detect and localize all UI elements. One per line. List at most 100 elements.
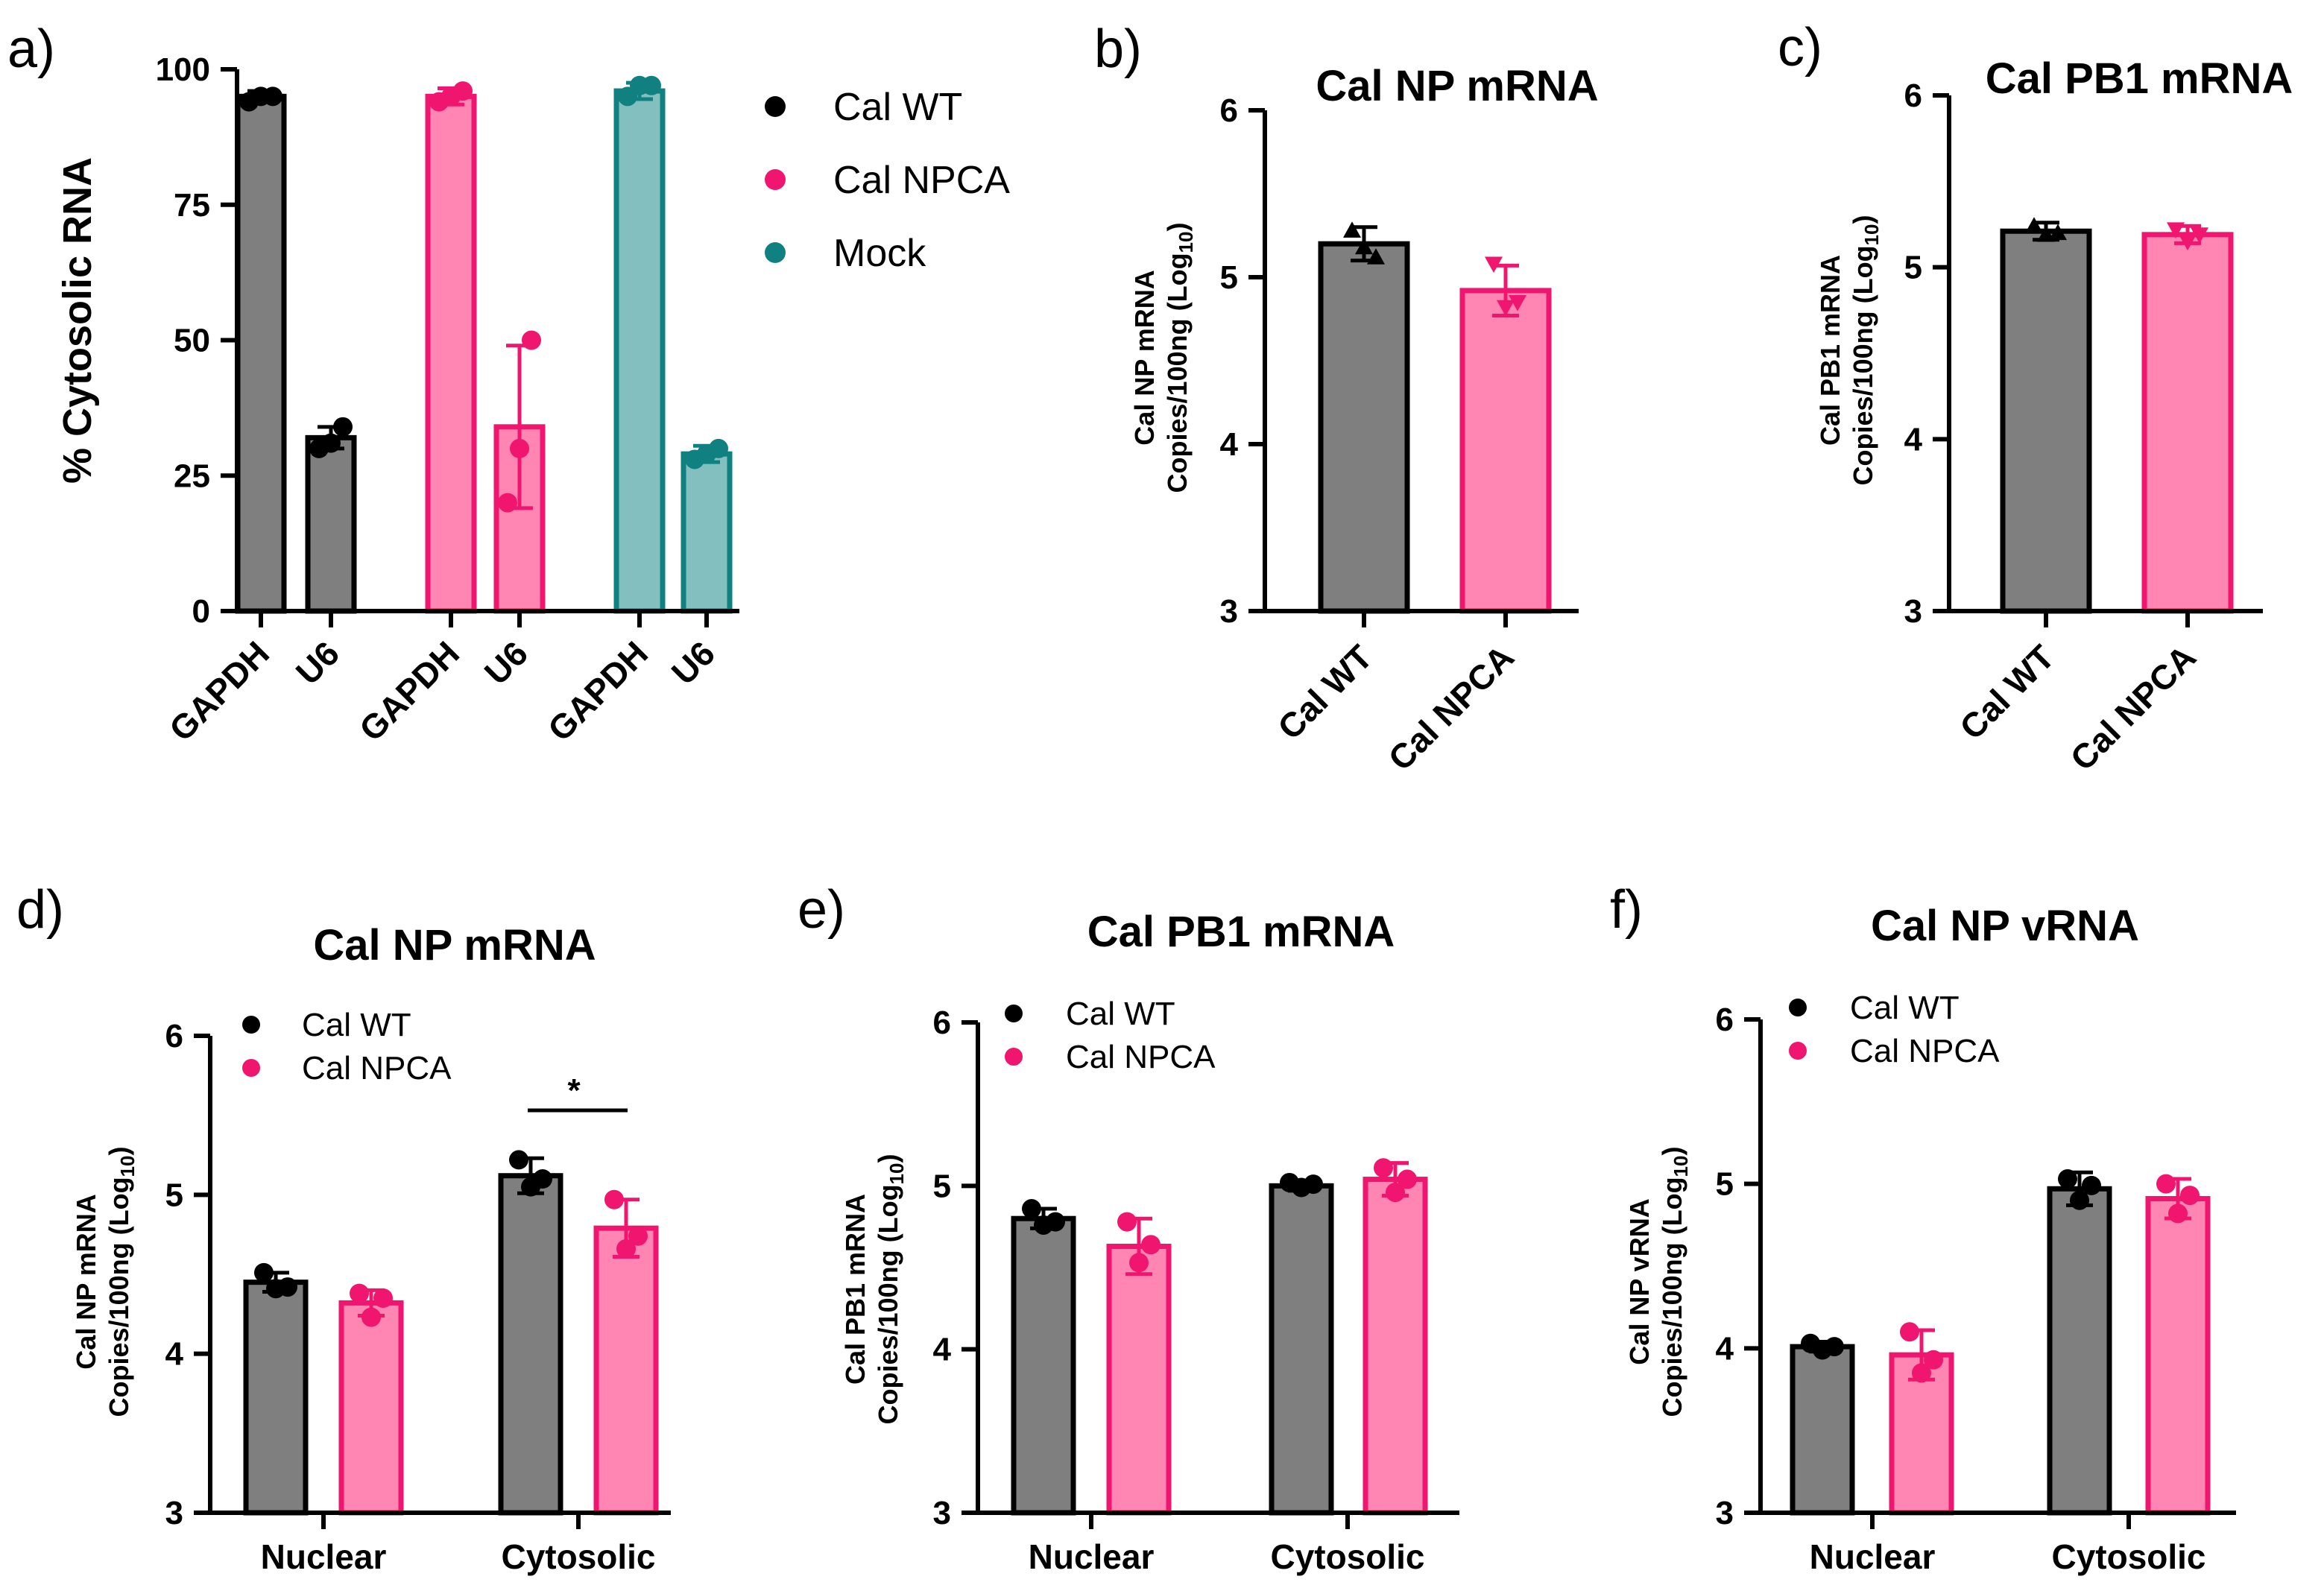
y-label-close: ) — [1848, 215, 1878, 224]
data-point — [350, 1283, 369, 1303]
data-point — [1398, 1169, 1417, 1189]
y-label-text: Copies/100ng (Log — [104, 1177, 134, 1417]
legend-label: Cal NPCA — [302, 1050, 452, 1087]
y-ticks: 3 4 5 6 — [165, 1018, 210, 1531]
legend-marker — [242, 1059, 260, 1077]
data-points — [1343, 221, 1526, 317]
legend-marker — [765, 169, 786, 190]
data-point — [642, 75, 661, 95]
data-point — [1022, 1199, 1041, 1219]
error-bars — [262, 1156, 640, 1318]
error-bars — [1030, 1161, 1409, 1277]
bar-cal-wt — [498, 1173, 563, 1516]
y-label-close: ) — [1657, 1147, 1687, 1156]
y-ticks: 3 4 5 6 — [1904, 78, 1949, 630]
y-axis-label-line1: Cal NP vRNA — [1624, 1198, 1655, 1364]
y-label-text: Copies/100ng (Log — [1657, 1177, 1687, 1417]
y-tick-label: 6 — [1220, 92, 1238, 129]
x-category-label: Nuclear — [1029, 1537, 1155, 1576]
bar-cal-wt — [1011, 1215, 1076, 1516]
bar-cal-npca — [1106, 1243, 1172, 1516]
legend-label: Mock — [833, 232, 926, 275]
y-tick-label: 5 — [1904, 250, 1922, 286]
x-category-label: Cal WT — [1270, 637, 1380, 747]
bar-cal-npca — [2141, 232, 2234, 614]
chart-title: Cal PB1 mRNA — [1087, 908, 1395, 956]
data-point — [263, 86, 282, 107]
data-point — [2070, 1190, 2089, 1210]
y-label-close: ) — [873, 1154, 903, 1163]
data-point — [2191, 227, 2208, 244]
axes — [1947, 95, 2263, 613]
y-tick-label: 6 — [933, 1005, 951, 1041]
y-tick-label: 5 — [165, 1177, 183, 1213]
bar-cal-wt — [235, 93, 287, 614]
data-point — [2156, 1174, 2176, 1194]
data-point — [1497, 300, 1515, 317]
data-point — [709, 438, 728, 458]
y-tick-label: 4 — [1220, 426, 1239, 463]
x-category-label: Nuclear — [261, 1537, 387, 1576]
y-tick-label: 100 — [156, 51, 210, 88]
legend: Cal WT Cal NPCA — [1005, 996, 1216, 1075]
x-category-label: Cal WT — [1952, 637, 2062, 747]
bar-cal-wt — [1269, 1183, 1334, 1516]
bar-cal-wt — [305, 434, 357, 614]
data-point — [1825, 1337, 1844, 1357]
x-categories: Nuclear Cytosolic — [261, 1513, 656, 1576]
legend: Cal WT Cal NPCA — [242, 1007, 452, 1087]
panel-label: d) — [16, 880, 64, 940]
y-tick-label: 4 — [1904, 421, 1923, 458]
data-point — [278, 1277, 297, 1297]
legend-label: Cal NPCA — [1850, 1033, 2000, 1069]
y-tick-label: 3 — [1904, 593, 1922, 630]
legend-label: Cal WT — [302, 1007, 411, 1043]
y-axis-label-line1: Cal PB1 mRNA — [1815, 255, 1845, 446]
legend-marker — [765, 242, 786, 263]
axes — [1758, 1019, 2236, 1515]
y-tick-label: 6 — [1904, 78, 1922, 114]
y-label-subscript: 10 — [885, 1163, 908, 1185]
chart-title: Cal NP mRNA — [1316, 62, 1598, 110]
legend-label: Cal NPCA — [833, 159, 1010, 202]
data-point — [1374, 1158, 1393, 1178]
data-point — [1900, 1322, 1919, 1342]
data-points — [1022, 1158, 1417, 1273]
x-category-label: GAPDH — [352, 633, 467, 748]
data-points — [254, 1150, 648, 1327]
bar-mock — [613, 88, 666, 614]
x-categories: Nuclear Cytosolic — [1029, 1513, 1425, 1576]
data-point — [1367, 248, 1385, 265]
x-categories: GAPDH U6 GAPDH U6 GAPDH U6 — [162, 611, 722, 749]
y-axis-label-line1: Cal PB1 mRNA — [840, 1194, 871, 1385]
data-point — [361, 1307, 381, 1327]
y-axis-label-line2: Copies/100ng (Log10) — [1657, 1147, 1692, 1417]
data-point — [1117, 1212, 1137, 1232]
data-point — [533, 1169, 552, 1189]
y-tick-label: 3 — [1220, 593, 1238, 630]
y-tick-label: 50 — [174, 323, 210, 359]
y-tick-label: 3 — [165, 1495, 183, 1531]
bar-cal-npca — [2145, 1196, 2211, 1516]
data-point — [453, 81, 473, 101]
data-point — [1304, 1174, 1323, 1195]
bar-cal-wt — [1318, 241, 1410, 614]
legend: Cal WT Cal NPCA Mock — [765, 86, 1010, 275]
data-point — [2049, 224, 2067, 241]
y-ticks: 3 4 5 6 — [1716, 1002, 1761, 1531]
bar-cal-npca — [593, 1225, 659, 1516]
data-point — [321, 433, 341, 453]
y-tick-label: 5 — [1716, 1166, 1734, 1203]
y-axis-label: % Cytosolic RNA — [55, 157, 100, 484]
y-label-text: Copies/100ng (Log — [1848, 245, 1878, 485]
data-point — [2082, 1175, 2101, 1195]
legend-marker — [1005, 1048, 1023, 1066]
bars — [1790, 1186, 2211, 1516]
y-label-subscript: 10 — [1175, 232, 1197, 253]
data-point — [1129, 1253, 1149, 1273]
x-category-label: Cytosolic — [1270, 1537, 1424, 1576]
y-tick-label: 3 — [933, 1495, 951, 1531]
x-category-label: U6 — [664, 633, 722, 692]
x-category-label: Nuclear — [1810, 1537, 1936, 1576]
x-category-label: Cal NPCA — [2062, 637, 2203, 778]
